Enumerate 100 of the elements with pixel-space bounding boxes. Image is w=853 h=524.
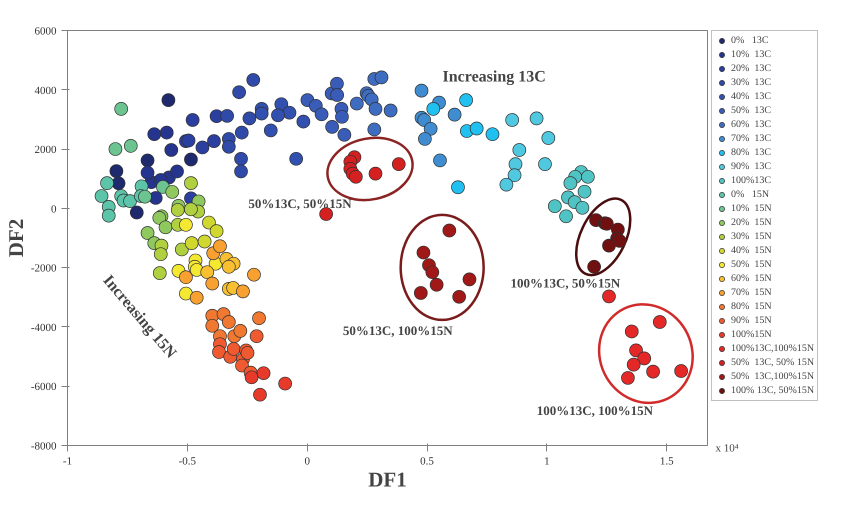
- point: [220, 109, 234, 123]
- point: [264, 124, 278, 138]
- point: [576, 200, 590, 215]
- point: [508, 157, 522, 171]
- point: [222, 260, 236, 274]
- point: [236, 284, 250, 298]
- point: [459, 93, 473, 107]
- point: [674, 364, 688, 378]
- point: [289, 152, 304, 166]
- point: [418, 132, 432, 146]
- point: [559, 209, 573, 224]
- point: [646, 364, 660, 378]
- point: [184, 176, 198, 190]
- point: [612, 234, 626, 248]
- point: [587, 260, 601, 274]
- point: [278, 376, 292, 390]
- point: [160, 126, 174, 140]
- point: [140, 226, 154, 240]
- point: [242, 112, 256, 126]
- point: [247, 268, 261, 282]
- point: [637, 352, 652, 366]
- point: [253, 388, 267, 402]
- point: [123, 194, 137, 208]
- point: [486, 127, 500, 142]
- point: [384, 104, 398, 118]
- point: [433, 154, 447, 168]
- point: [330, 88, 344, 102]
- y-tick-label: 6000: [34, 26, 57, 38]
- point: [254, 106, 269, 120]
- legend-label: 90% 15N: [731, 314, 772, 327]
- point: [368, 166, 382, 180]
- point: [246, 73, 260, 87]
- point: [349, 170, 363, 184]
- legend-label: 20% 13C: [731, 62, 771, 75]
- x-tick-label: 1: [544, 456, 550, 468]
- point: [162, 93, 176, 107]
- point: [621, 371, 635, 385]
- legend-label: 20% 15N: [731, 216, 772, 229]
- point: [414, 84, 428, 98]
- point: [325, 120, 339, 134]
- annotation: 100%13C, 50%15N: [510, 276, 621, 291]
- point: [233, 324, 248, 338]
- legend-label: 80% 13C: [731, 146, 771, 159]
- point: [335, 110, 349, 124]
- legend-label: 40% 15N: [731, 244, 772, 257]
- point: [222, 315, 236, 329]
- point: [451, 180, 465, 194]
- legend-label: 100%13C,100%15N: [731, 342, 814, 355]
- point: [170, 203, 185, 217]
- y-tick-label: -8000: [30, 440, 57, 452]
- point: [210, 224, 224, 238]
- point: [256, 366, 270, 380]
- point: [234, 164, 248, 178]
- point: [182, 134, 196, 148]
- point: [205, 276, 220, 290]
- point: [541, 131, 556, 145]
- point: [652, 315, 667, 329]
- point: [512, 143, 526, 157]
- legend-label: 80% 15N: [731, 300, 772, 313]
- point: [147, 127, 162, 142]
- annotation: 100%13C, 100%15N: [536, 402, 654, 418]
- point: [110, 164, 124, 178]
- point: [564, 176, 578, 190]
- point: [508, 168, 522, 182]
- point: [102, 208, 116, 222]
- point: [462, 272, 476, 286]
- legend-label: 60% 15N: [731, 272, 772, 285]
- point: [338, 128, 352, 142]
- point: [234, 152, 248, 166]
- point: [232, 85, 246, 100]
- point: [207, 134, 221, 148]
- point: [629, 344, 643, 358]
- legend-label: 70% 15N: [731, 286, 772, 299]
- x-axis-title: DF1: [368, 468, 407, 492]
- point: [448, 108, 462, 122]
- point: [212, 345, 226, 359]
- point: [602, 290, 616, 304]
- y-tick-label: -2000: [30, 262, 57, 275]
- legend-label: 30% 15N: [731, 230, 772, 243]
- point: [130, 206, 144, 220]
- legend-label: 90% 13C: [731, 160, 771, 173]
- point: [244, 370, 258, 384]
- annotation: 50%13C, 50%15N: [248, 196, 352, 211]
- point: [296, 114, 310, 128]
- point: [190, 290, 204, 305]
- point: [184, 236, 199, 250]
- point: [626, 358, 641, 372]
- point: [179, 286, 193, 300]
- point: [226, 342, 240, 356]
- point: [530, 112, 544, 126]
- x-tick-label: 1.5: [660, 456, 674, 468]
- point: [94, 189, 108, 203]
- point: [624, 324, 639, 338]
- point: [374, 70, 388, 84]
- point: [240, 346, 254, 360]
- point: [548, 199, 562, 214]
- annotation: 50%13C, 100%15N: [342, 322, 454, 338]
- point: [184, 152, 198, 166]
- point: [124, 139, 138, 153]
- x-tick-label: -0.5: [178, 456, 197, 468]
